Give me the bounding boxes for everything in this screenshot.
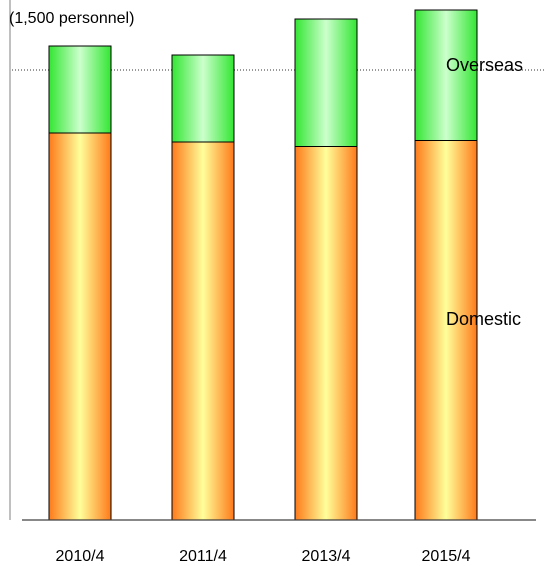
bars-layer bbox=[48, 9, 478, 521]
series-label-domestic: Domestic bbox=[446, 309, 521, 329]
series-labels: Domestic Overseas bbox=[446, 55, 523, 329]
x-tick-label: 2011/4 bbox=[179, 548, 227, 565]
overseas-bar-2013-4 bbox=[294, 18, 358, 147]
domestic-bar-2011-4 bbox=[171, 141, 235, 521]
overseas-bar-2015-4 bbox=[414, 9, 478, 141]
overseas-bar-2010-4 bbox=[48, 45, 112, 134]
x-tick-label: 2015/4 bbox=[422, 548, 471, 565]
domestic-bar-2010-4 bbox=[48, 132, 112, 521]
x-tick-label: 2010/4 bbox=[56, 548, 105, 565]
series-label-overseas: Overseas bbox=[446, 55, 523, 75]
domestic-bar-2013-4 bbox=[294, 146, 358, 521]
domestic-bar-2015-4 bbox=[414, 140, 478, 521]
unit-label: (1,500 personnel) bbox=[9, 10, 134, 27]
overseas-bar-2011-4 bbox=[171, 54, 235, 143]
x-tick-label: 2013/4 bbox=[302, 548, 351, 565]
x-tick-labels: 2010/4 2011/4 2013/4 2015/4 bbox=[56, 548, 471, 565]
